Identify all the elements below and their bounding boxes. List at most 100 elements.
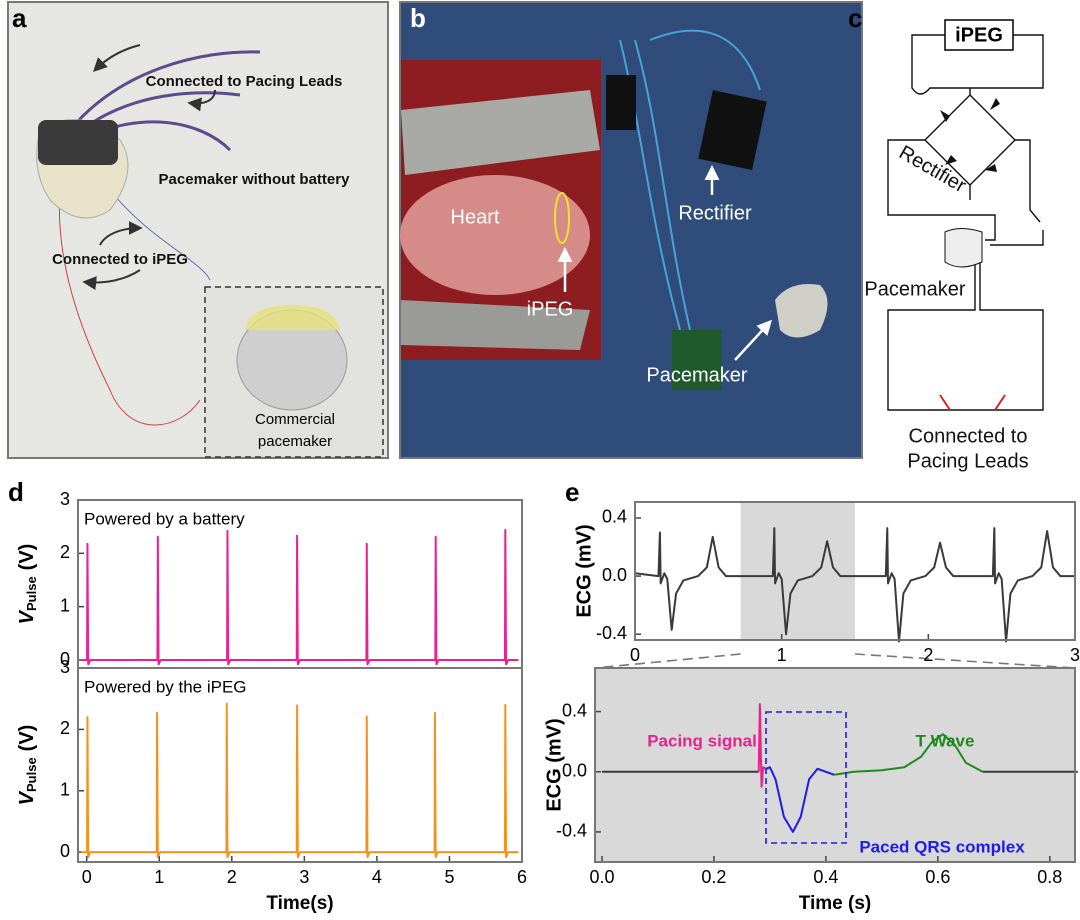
y-tick-label: 1 [60,780,70,800]
heart [400,175,590,295]
y-axis-label: ECG (mV) [573,524,595,617]
y-tick-label: 0.4 [562,700,587,720]
wire [109,189,211,281]
y-tick-label: 0 [60,841,70,861]
plot-frame [634,501,1076,641]
x-tick-label: 2 [227,867,237,887]
signal-trace [834,733,984,776]
x-tick-label: 0 [630,645,640,665]
x-tick-label: 4 [372,867,382,887]
panel-label: e [565,477,579,507]
wiring [887,34,1044,411]
photo-label: Connected to iPEG [52,251,188,268]
plot-area [78,500,522,668]
x-tick-label: 0.2 [701,867,726,887]
y-label-subscript: Pulse [24,757,39,792]
arrow [99,221,143,246]
chart-annotation: Powered by a battery [84,509,245,528]
photo-label: iPEG [527,298,574,320]
photo-label: Pacemaker [646,364,747,386]
inset-label: pacemaker [258,433,332,450]
y-label-unit: (V) [16,725,38,752]
trace-annotation: Pacing signal [647,731,757,750]
photo-label: Rectifier [678,202,752,224]
y-tick-label: 3 [60,657,70,677]
y-tick-label: 0.0 [562,761,587,781]
y-label-subscript: Pulse [24,576,39,611]
pacemaker-symbol [944,228,983,268]
panel-label: d [8,477,24,507]
y-label-symbol: V [16,609,38,624]
wire [58,189,201,426]
x-tick-label: 0.8 [1037,867,1062,887]
x-tick-label: 0 [82,867,92,887]
x-tick-label: 0.6 [925,867,950,887]
retractor [401,300,590,350]
diagram-c: iPEG Rectifier Pacemaker Connected to Pa… [864,19,1044,472]
arrow [734,319,773,361]
x-tick-label: 6 [517,867,527,887]
pacemaker [775,284,828,338]
x-tick-label: 2 [923,645,933,665]
connector [606,75,636,130]
rectifier-board [698,90,767,171]
panel-labels: a b c d e [8,3,862,507]
arrow [93,44,141,72]
lead-label: Pacing Leads [907,450,1028,472]
node-label: Rectifier [895,142,970,198]
highlight-band [740,502,855,640]
lead-tip [939,394,951,411]
y-tick-label: 0.4 [602,507,627,527]
zoom-line [854,653,1076,669]
x-tick-label: 1 [154,867,164,887]
photo-label: Connected to Pacing Leads [146,73,343,90]
y-tick-label: -0.4 [556,821,587,841]
photo-label: Heart [451,206,500,228]
x-tick-label: 3 [299,867,309,887]
ipeg-marker [554,192,570,244]
photo-a: Connected to Pacing Leads Pacemaker with… [7,1,389,459]
signal-trace [634,527,1075,643]
y-tick-label: 0.0 [602,565,627,585]
y-label-symbol: V [16,790,38,805]
x-axis-label: Time (s) [799,893,872,914]
y-tick-label: 2 [60,718,70,738]
panel-label: c [848,3,862,33]
x-tick-label: 5 [444,867,454,887]
y-tick-label: 1 [60,595,70,615]
node-label: iPEG [955,24,1003,46]
pacemaker-header [245,305,340,330]
node-label: Pacemaker [864,278,965,300]
signal-trace [80,702,519,859]
y-label-unit: (V) [16,544,38,571]
arrow [187,89,216,112]
lead-label: Connected to [909,425,1028,447]
zoom-line [594,653,741,669]
retractor [401,90,600,175]
signal-trace [80,528,519,666]
qrs-box [765,711,847,844]
y-axis-label: VPulse (V) [16,725,39,806]
panel-label: b [410,3,426,33]
x-axis-label: Time(s) [266,893,333,914]
plot-frame [594,667,1076,863]
diode [940,98,1000,172]
panel-label: a [12,3,27,33]
trace-annotation: T Wave [916,731,975,750]
green-board [672,330,722,390]
trace-annotation: Paced QRS complex [859,837,1025,856]
x-tick-label: 0.0 [589,867,614,887]
x-tick-label: 3 [1070,645,1080,665]
lead-tip [994,394,1006,411]
photo-b: Heart iPEG Rectifier Pacemaker [399,1,863,459]
plot-area [78,668,522,862]
wire [619,29,761,331]
x-tick-label: 1 [777,645,787,665]
y-tick-label: 2 [60,542,70,562]
inset-label: Commercial [255,411,335,428]
signal-trace [765,766,835,833]
signal-trace [757,703,767,788]
plot-frame [77,667,523,863]
